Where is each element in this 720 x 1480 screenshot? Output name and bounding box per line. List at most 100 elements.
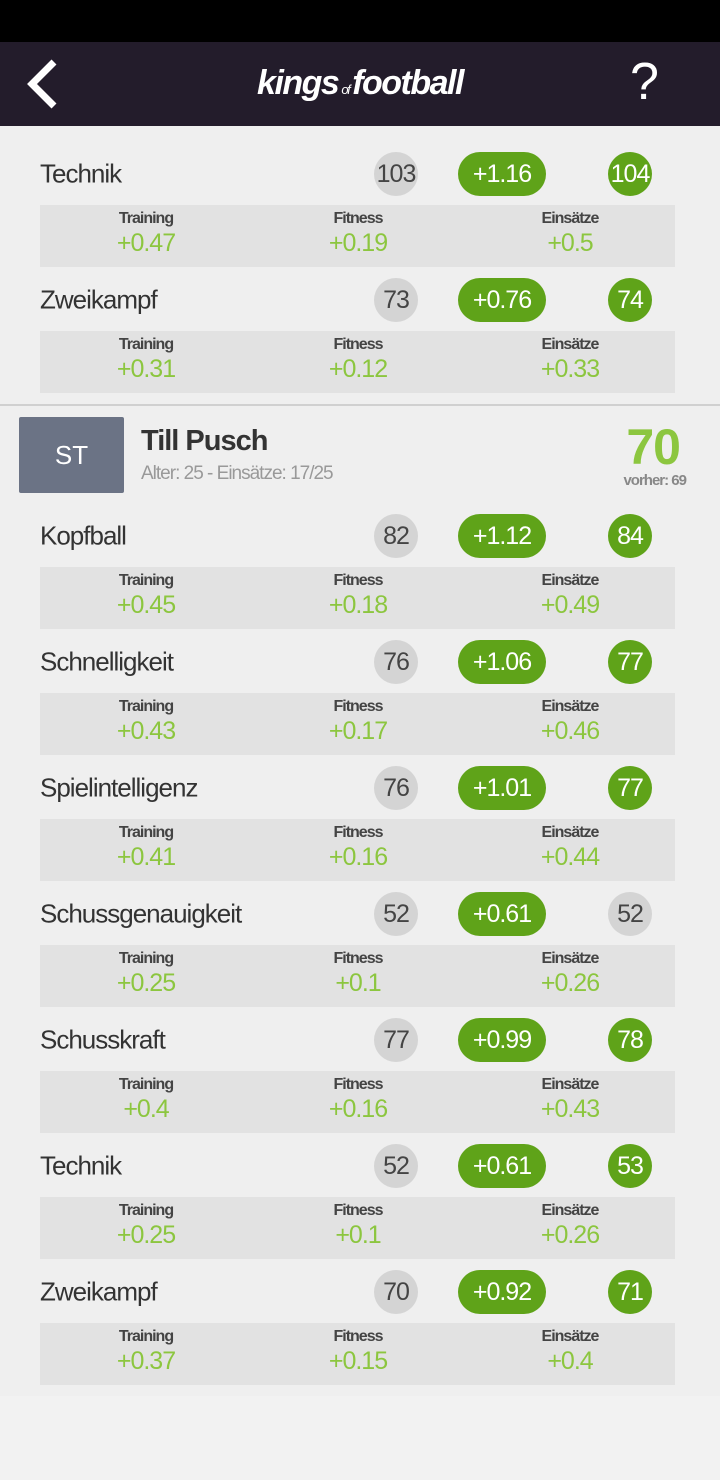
previous-rating: vorher: 69 bbox=[623, 472, 687, 489]
breakdown-label: Fitness bbox=[333, 1076, 383, 1093]
breakdown-column: Fitness +0.16 bbox=[252, 1071, 464, 1124]
position-badge: ST bbox=[19, 417, 124, 493]
new-value: 78 bbox=[608, 1018, 652, 1062]
change-value: +1.12 bbox=[458, 514, 546, 558]
breakdown-column: Fitness +0.19 bbox=[252, 205, 464, 258]
current-value: 77 bbox=[374, 1018, 418, 1062]
new-value: 53 bbox=[608, 1144, 652, 1188]
breakdown-value: +0.18 bbox=[328, 591, 388, 619]
breakdown-value: +0.49 bbox=[540, 591, 600, 619]
breakdown-column: Einsätze +0.26 bbox=[464, 945, 676, 998]
current-value: 76 bbox=[374, 640, 418, 684]
breakdown-label: Training bbox=[118, 950, 174, 967]
breakdown-label: Fitness bbox=[333, 950, 383, 967]
help-button[interactable]: ? bbox=[630, 53, 659, 111]
breakdown-value: +0.33 bbox=[540, 355, 600, 383]
breakdown-value: +0.45 bbox=[116, 591, 176, 619]
breakdown-column: Fitness +0.15 bbox=[252, 1323, 464, 1376]
back-button[interactable] bbox=[22, 56, 62, 112]
new-value: 84 bbox=[608, 514, 652, 558]
breakdown-label: Training bbox=[118, 336, 174, 353]
breakdown-value: +0.37 bbox=[116, 1347, 176, 1375]
breakdown-column: Training +0.25 bbox=[40, 1197, 252, 1250]
breakdown-value: +0.25 bbox=[116, 1221, 176, 1249]
change-value: +0.99 bbox=[458, 1018, 546, 1062]
logo-text: football bbox=[352, 64, 464, 102]
breakdown-box: Training +0.37 Fitness +0.15 Einsätze +0.4 bbox=[40, 1323, 675, 1385]
breakdown-box: Training +0.41 Fitness +0.16 Einsätze +0.44 bbox=[40, 819, 675, 881]
breakdown-value: +0.16 bbox=[328, 1095, 388, 1123]
new-value: 74 bbox=[608, 278, 652, 322]
breakdown-label: Training bbox=[118, 1076, 174, 1093]
breakdown-label: Einsätze bbox=[541, 950, 600, 967]
change-value: +1.01 bbox=[458, 766, 546, 810]
breakdown-value: +0.5 bbox=[547, 229, 593, 257]
current-value: 82 bbox=[374, 514, 418, 558]
breakdown-label: Einsätze bbox=[541, 1076, 600, 1093]
breakdown-box: Training +0.25 Fitness +0.1 Einsätze +0.26 bbox=[40, 1197, 675, 1259]
breakdown-value: +0.16 bbox=[328, 843, 388, 871]
breakdown-value: +0.47 bbox=[116, 229, 176, 257]
breakdown-label: Einsätze bbox=[541, 824, 600, 841]
breakdown-column: Training +0.43 bbox=[40, 693, 252, 746]
status-bar bbox=[0, 0, 720, 42]
skill-name: Kopfball bbox=[40, 520, 127, 551]
breakdown-label: Training bbox=[118, 572, 174, 589]
breakdown-box: Training +0.47 Fitness +0.19 Einsätze +0.5 bbox=[40, 205, 675, 267]
change-value: +1.16 bbox=[458, 152, 546, 196]
breakdown-label: Einsätze bbox=[541, 210, 600, 227]
breakdown-column: Einsätze +0.44 bbox=[464, 819, 676, 872]
breakdown-column: Einsätze +0.5 bbox=[464, 205, 676, 258]
breakdown-column: Einsätze +0.26 bbox=[464, 1197, 676, 1250]
breakdown-column: Fitness +0.12 bbox=[252, 331, 464, 384]
breakdown-label: Fitness bbox=[333, 572, 383, 589]
breakdown-box: Training +0.25 Fitness +0.1 Einsätze +0.26 bbox=[40, 945, 675, 1007]
breakdown-column: Training +0.31 bbox=[40, 331, 252, 384]
breakdown-value: +0.19 bbox=[328, 229, 388, 257]
skill-name: Technik bbox=[40, 158, 122, 189]
breakdown-value: +0.43 bbox=[116, 717, 176, 745]
divider bbox=[0, 404, 720, 406]
breakdown-value: +0.4 bbox=[123, 1095, 169, 1123]
breakdown-column: Training +0.37 bbox=[40, 1323, 252, 1376]
breakdown-column: Training +0.4 bbox=[40, 1071, 252, 1124]
player-rating: 70 bbox=[626, 419, 681, 475]
player-name: Till Pusch bbox=[141, 425, 268, 457]
logo: kings offootball bbox=[0, 64, 720, 103]
breakdown-label: Fitness bbox=[333, 698, 383, 715]
breakdown-label: Training bbox=[118, 1202, 174, 1219]
breakdown-value: +0.31 bbox=[116, 355, 176, 383]
breakdown-column: Einsätze +0.46 bbox=[464, 693, 676, 746]
breakdown-value: +0.43 bbox=[540, 1095, 600, 1123]
breakdown-label: Fitness bbox=[333, 1328, 383, 1345]
change-value: +0.76 bbox=[458, 278, 546, 322]
breakdown-label: Fitness bbox=[333, 1202, 383, 1219]
breakdown-label: Einsätze bbox=[541, 572, 600, 589]
breakdown-box: Training +0.45 Fitness +0.18 Einsätze +0.49 bbox=[40, 567, 675, 629]
app-header: kings offootball ? bbox=[0, 42, 720, 126]
breakdown-column: Einsätze +0.43 bbox=[464, 1071, 676, 1124]
breakdown-box: Training +0.4 Fitness +0.16 Einsätze +0.43 bbox=[40, 1071, 675, 1133]
current-value: 76 bbox=[374, 766, 418, 810]
current-value: 73 bbox=[374, 278, 418, 322]
breakdown-column: Einsätze +0.4 bbox=[464, 1323, 676, 1376]
change-value: +1.06 bbox=[458, 640, 546, 684]
breakdown-column: Training +0.47 bbox=[40, 205, 252, 258]
new-value: 104 bbox=[608, 152, 652, 196]
breakdown-box: Training +0.43 Fitness +0.17 Einsätze +0.46 bbox=[40, 693, 675, 755]
breakdown-column: Fitness +0.16 bbox=[252, 819, 464, 872]
logo-text: of bbox=[341, 82, 350, 97]
new-value: 77 bbox=[608, 766, 652, 810]
breakdown-value: +0.25 bbox=[116, 969, 176, 997]
breakdown-value: +0.15 bbox=[328, 1347, 388, 1375]
breakdown-value: +0.41 bbox=[116, 843, 176, 871]
current-value: 103 bbox=[374, 152, 418, 196]
breakdown-label: Einsätze bbox=[541, 1202, 600, 1219]
new-value: 71 bbox=[608, 1270, 652, 1314]
change-value: +0.92 bbox=[458, 1270, 546, 1314]
breakdown-column: Einsätze +0.49 bbox=[464, 567, 676, 620]
breakdown-label: Fitness bbox=[333, 210, 383, 227]
breakdown-label: Einsätze bbox=[541, 1328, 600, 1345]
new-value: 52 bbox=[608, 892, 652, 936]
